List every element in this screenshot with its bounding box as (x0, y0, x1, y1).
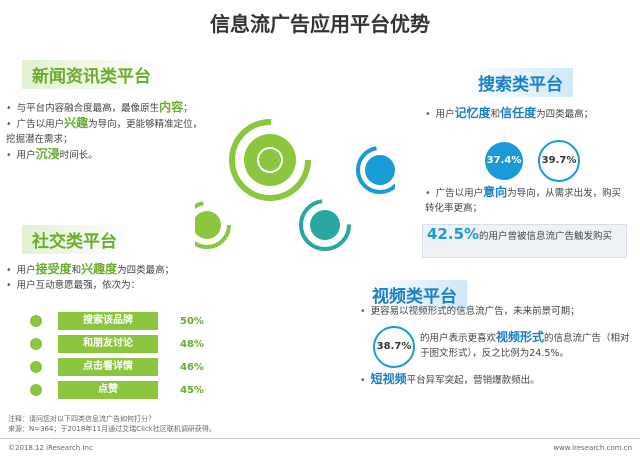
icon (30, 338, 42, 350)
stat-text: 的用户曾被信息流广告触发购买 (479, 231, 613, 242)
text: 广告以用户 (16, 119, 65, 130)
highlight: 信任度 (500, 106, 537, 120)
stat-value: 42.5% (427, 225, 480, 243)
highlight: 视频形式 (496, 330, 545, 344)
highlight: 意向 (483, 185, 508, 199)
stat-box: 42.5%的用户曾被信息流广告触发购买 (422, 224, 627, 258)
rank-value: 46% (180, 361, 204, 373)
ring (229, 119, 311, 201)
text: 的信息流广告（相对于图文形式），反之比例为24.5%。 (420, 333, 630, 359)
stat-circle: 39.7% (538, 140, 580, 182)
rank-label: 和朋友讨论 (58, 335, 158, 353)
icon (30, 315, 42, 327)
footer-left: ©2018.12 iResearch Inc (8, 444, 93, 452)
icon-circle (195, 211, 221, 239)
text: 用户 (16, 150, 36, 161)
highlight: 短视频 (370, 372, 407, 386)
text: 与平台内容融合度最高，最像原生 (16, 103, 160, 114)
icon-circle (365, 155, 395, 185)
ranking-row: 搜索该品牌 50% (30, 312, 210, 330)
item-list: 用户记忆度和信任度为四类最高； (425, 106, 630, 122)
item: 用户记忆度和信任度为四类最高； (425, 106, 630, 122)
item: 广告以用户兴趣为导向，更能够精准定位，挖掘潜在需求； (6, 116, 206, 147)
item: 广告以用户意向为导向，从需求出发，购买转化率更高； (425, 185, 630, 216)
highlight: 记忆度 (454, 106, 491, 120)
ring (356, 146, 395, 194)
note: 来源：N=364；于2018年11月通过艾瑞Click社区联机调研获得。 (8, 425, 216, 433)
text: 广告以用户 (435, 188, 484, 199)
rank-label: 点赞 (58, 381, 158, 399)
item: 更容易以视频形式的信息流广告，未来前景可期； (360, 304, 632, 319)
rank-value: 45% (180, 384, 204, 396)
item: 与平台内容融合度最高，最像原生内容； (6, 100, 206, 116)
icon (30, 384, 42, 396)
page-title: 信息流广告应用平台优势 (210, 12, 430, 36)
rank-label: 点击看详情 (58, 358, 158, 376)
rank-label: 搜索该品牌 (58, 312, 158, 330)
note: 注释：请问您对以下四类信息流广告如何打分？ (8, 415, 155, 423)
text: ； (183, 103, 193, 114)
text: 和 (71, 265, 82, 276)
ring (299, 199, 351, 251)
highlight: 内容 (159, 100, 184, 114)
icon (257, 147, 283, 173)
ring (195, 201, 231, 249)
ranking-row: 点赞 45% (30, 381, 210, 399)
text: 为导向，更能够精准定位，挖掘潜在需求； (6, 119, 203, 145)
text: 更容易以视频形式的信息流广告，未来前景可期； (370, 306, 580, 317)
highlight: 兴趣 (64, 116, 89, 130)
item: 用户互动意愿最强，依次为： (6, 278, 246, 293)
highlight: 兴趣度 (81, 262, 118, 276)
text: 用户互动意愿最强，依次为： (16, 280, 141, 291)
stat-circle: 37.4% (485, 142, 523, 180)
rank-value: 50% (180, 315, 204, 327)
center-graphic (195, 119, 395, 251)
footer-right: www.iresearch.com.cn (553, 444, 632, 452)
text: 为四类最高； (536, 109, 594, 120)
text: 用户 (435, 109, 455, 120)
ranking-row: 点击看详情 46% (30, 358, 210, 376)
rank-value: 48% (180, 338, 204, 350)
stat-circle: 38.7% (373, 326, 415, 368)
icon-circle (244, 134, 296, 186)
item: 用户接受度和兴趣度为四类最高； (6, 262, 246, 278)
text: 为导向，从需求出发，购买转化率更高； (425, 188, 622, 214)
item-list: 短视频平台异军突起，营销爆款频出。 (360, 372, 632, 388)
icon-circle (310, 210, 340, 240)
text: 为四类最高； (117, 265, 175, 276)
ranking-row: 和朋友讨论 48% (30, 335, 210, 353)
icon (30, 361, 42, 373)
text: 平台异军突起，营销爆款频出。 (406, 375, 540, 386)
item: 短视频平台异军突起，营销爆款频出。 (360, 372, 632, 388)
section-title: 新闻资讯类平台 (22, 60, 161, 89)
text: 时间长。 (59, 150, 98, 161)
item-list: 广告以用户意向为导向，从需求出发，购买转化率更高； (425, 185, 630, 216)
item-list: 与平台内容融合度最高，最像原生内容；广告以用户兴趣为导向，更能够精准定位，挖掘潜… (6, 100, 206, 163)
item-list: 更容易以视频形式的信息流广告，未来前景可期； (360, 304, 632, 319)
highlight: 接受度 (35, 262, 72, 276)
text: 用户 (16, 265, 36, 276)
ranking: 搜索该品牌 50% 和朋友讨论 48% 点击看详情 46% 点赞 45% (30, 312, 210, 404)
stat-text: 的用户表示更喜欢视频形式的信息流广告（相对于图文形式），反之比例为24.5%。 (420, 330, 630, 361)
item-list: 用户接受度和兴趣度为四类最高； 用户互动意愿最强，依次为： (6, 262, 246, 293)
section-title: 搜索类平台 (468, 68, 573, 97)
highlight: 沉浸 (35, 147, 60, 161)
text: 的用户表示更喜欢 (420, 333, 497, 344)
section-title: 社交类平台 (22, 225, 127, 254)
item: 用户沉浸时间长。 (6, 147, 206, 163)
text: 和 (490, 109, 501, 120)
divider (0, 438, 640, 439)
